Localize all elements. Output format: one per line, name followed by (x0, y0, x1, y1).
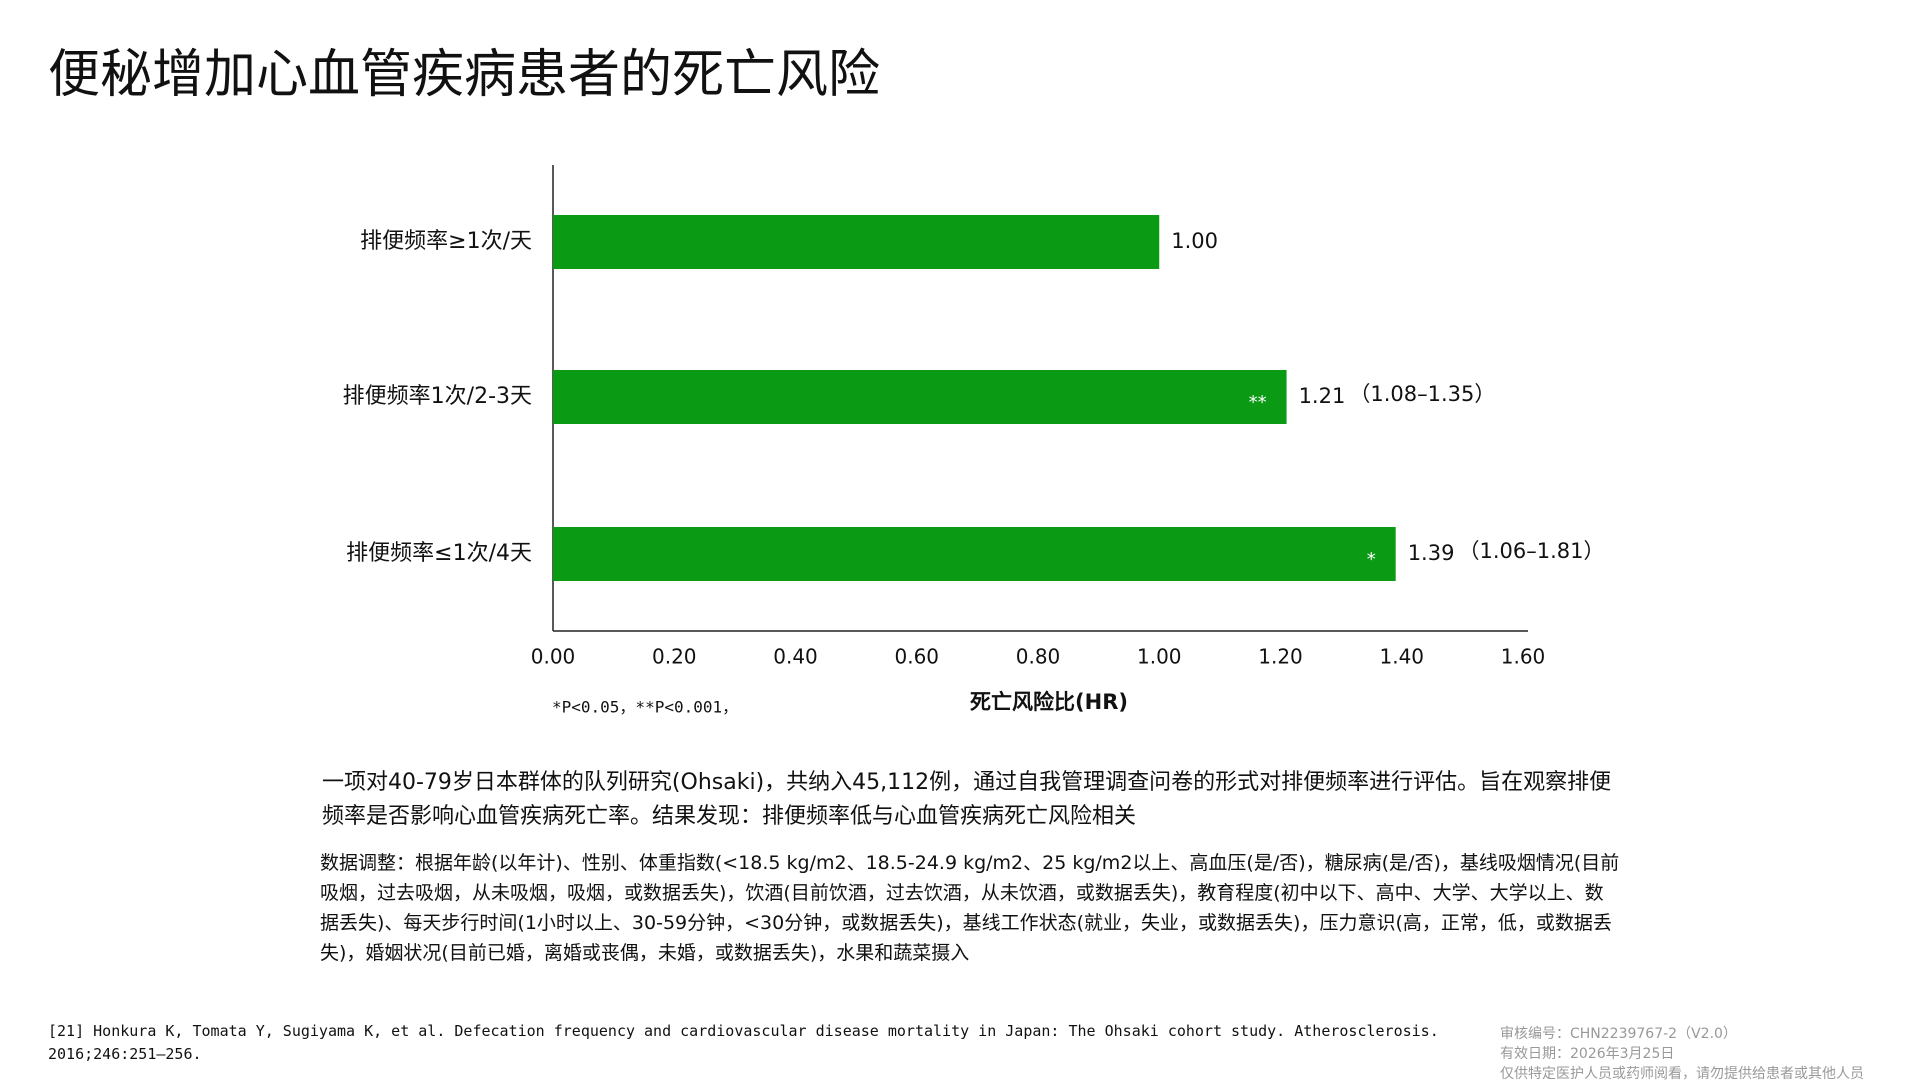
value-label: 1.21 (1299, 384, 1346, 408)
adjustment: 数据调整：根据年龄(以年计)、性别、体重指数(<18.5 kg/m2、18.5-… (320, 852, 1620, 964)
x-tick-label: 0.40 (773, 645, 818, 669)
footer-line: 审核编号：CHN2239767-2（V2.0） (1500, 1026, 1737, 1042)
x-tick-label: 1.40 (1379, 645, 1424, 669)
significance-note: *P<0.05，**P<0.001， (552, 698, 738, 717)
significance-mark: ** (1249, 392, 1267, 413)
category-label: 排便频率≤1次/4天 (346, 541, 532, 566)
chart: 便秘增加心血管疾病患者的死亡风险 死亡风险比(HR) *P<0.05，**P<0… (48, 45, 1604, 717)
chart-title: 便秘增加心血管疾病患者的死亡风险 (48, 45, 880, 105)
ci-label: （1.06–1.81） (1458, 539, 1604, 563)
x-tick-label: 0.80 (1016, 645, 1061, 669)
x-tick-label: 0.20 (652, 645, 697, 669)
bar (553, 215, 1160, 269)
category-label: 排便频率1次/2-3天 (343, 384, 532, 409)
footer: 审核编号：CHN2239767-2（V2.0） 有效日期：2026年3月25日 … (1500, 1024, 1864, 1080)
x-axis-title: 死亡风险比(HR) (970, 690, 1128, 714)
ci-label: （1.08–1.35） (1349, 382, 1495, 406)
summary: 一项对40-79岁日本群体的队列研究(Ohsaki)，共纳入45,112例，通过… (322, 770, 1612, 829)
footer-line: 有效日期：2026年3月25日 (1500, 1046, 1675, 1062)
x-tick-label: 1.20 (1258, 645, 1303, 669)
value-label: 1.39 (1408, 541, 1455, 565)
bar (553, 370, 1287, 424)
significance-mark: * (1367, 549, 1376, 570)
reference: [21] Honkura K, Tomata Y, Sugiyama K, et… (48, 1022, 1439, 1063)
x-tick-label: 1.00 (1137, 645, 1182, 669)
value-label: 1.00 (1171, 229, 1218, 253)
bar (553, 527, 1396, 581)
footer-line: 仅供特定医护人员或药师阅看，请勿提供给患者或其他人员 (1500, 1066, 1864, 1080)
x-tick-label: 1.60 (1501, 645, 1546, 669)
category-label: 排便频率≥1次/天 (360, 229, 532, 254)
x-tick-label: 0.00 (531, 645, 576, 669)
x-tick-label: 0.60 (894, 645, 939, 669)
